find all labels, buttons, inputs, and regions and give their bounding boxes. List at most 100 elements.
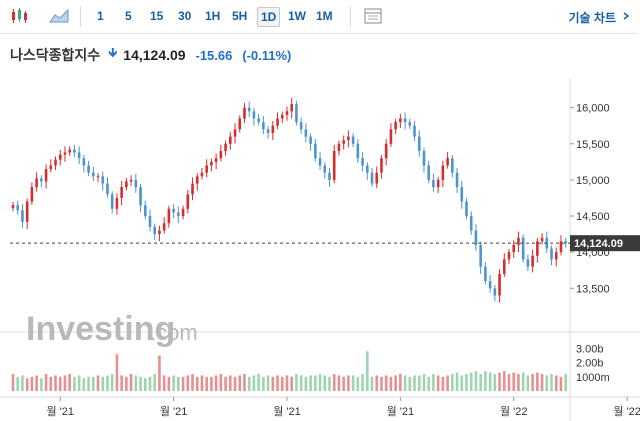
volume-bar [521, 372, 525, 391]
volume-bar [455, 372, 459, 391]
candle-body [347, 136, 350, 141]
volume-bar [323, 375, 327, 391]
volume-bar [158, 355, 161, 391]
volume-bar [422, 374, 426, 391]
candle-body [195, 176, 199, 184]
candle-body [550, 248, 553, 260]
period-5[interactable]: 5 [125, 9, 132, 23]
volume-bar [191, 374, 194, 391]
volume-bar [106, 375, 109, 391]
volume-bar [110, 374, 114, 391]
time-axis: 월 '21월 '21월 '21월 '21월 '22월 '221 [46, 397, 640, 418]
volume-bar [375, 375, 379, 391]
candle-body [82, 158, 86, 166]
candle-body [205, 165, 208, 173]
candle-body [92, 172, 95, 177]
candle-body [148, 216, 152, 227]
candle-body [25, 201, 29, 222]
candle-body [432, 179, 435, 188]
candle-body [35, 178, 38, 188]
period-5h[interactable]: 5H [232, 9, 248, 23]
volume-bar [214, 375, 218, 391]
candle-body [276, 118, 279, 126]
candle-body [536, 241, 539, 256]
candle-body [134, 179, 138, 188]
volume-bar [77, 375, 81, 391]
grid-lines [0, 78, 640, 421]
volume-bar [347, 375, 350, 391]
candle-body [214, 158, 218, 162]
candle-body [219, 151, 223, 159]
volume-bar [276, 375, 279, 391]
volume-bar [304, 376, 308, 391]
candle-body [30, 187, 34, 202]
volume-bar [266, 375, 270, 391]
price-change-percent: (-0.11%) [242, 47, 292, 63]
period-15[interactable]: 15 [150, 9, 164, 23]
candle-body [101, 176, 105, 184]
candle-body [493, 288, 497, 296]
volume-bar [479, 374, 482, 391]
volume-bar [441, 376, 445, 391]
volume-bar [507, 374, 511, 391]
area-chart-icon[interactable] [48, 6, 70, 26]
volume-bar [148, 376, 152, 391]
candle-body [507, 252, 511, 260]
candle-body [63, 152, 67, 155]
candle-body [167, 208, 171, 224]
candle-body [469, 216, 473, 231]
volume-bar [389, 376, 393, 391]
volume-bar [403, 375, 407, 391]
volume-bar [356, 376, 360, 391]
time-tick-label: 월 '21 [46, 405, 74, 418]
candle-body [54, 159, 57, 166]
candle-body [408, 122, 412, 126]
candle-body [172, 208, 175, 213]
candle-body [465, 201, 468, 217]
period-1h[interactable]: 1H [205, 9, 221, 23]
candle-body [356, 143, 360, 159]
candle-body [427, 165, 430, 180]
volume-bar [332, 374, 336, 391]
chevron-right-icon[interactable] [622, 12, 630, 20]
volume-bar [96, 375, 100, 391]
candle-body [479, 244, 482, 267]
volume-bar [167, 376, 171, 391]
volume-bar [16, 376, 20, 391]
volume-bar [554, 375, 558, 391]
candle-body [484, 266, 487, 282]
candle-body [252, 111, 256, 119]
candle-body [210, 161, 213, 166]
period-1d[interactable]: 1D [257, 7, 281, 27]
candle-body [21, 210, 24, 222]
volume-bar [432, 374, 435, 391]
volume-bar [413, 375, 416, 391]
period-1[interactable]: 1 [97, 9, 104, 23]
volume-bar [87, 376, 90, 391]
volume-bar [314, 375, 317, 391]
candle-body [399, 118, 402, 123]
candle-body [351, 136, 355, 144]
candle-body [380, 158, 383, 173]
period-1m[interactable]: 1M [316, 9, 333, 23]
period-30[interactable]: 30 [178, 9, 192, 23]
volume-bar [488, 372, 492, 391]
last-price-tag [570, 235, 640, 252]
panel-icon[interactable] [362, 6, 384, 26]
volume-bar [228, 375, 232, 391]
candle-body [40, 178, 43, 182]
period-1w[interactable]: 1W [288, 9, 306, 23]
candlestick-icon[interactable] [8, 6, 30, 26]
candle-body [488, 281, 492, 289]
candle-body [361, 158, 364, 166]
volume-bar [219, 374, 223, 391]
candle-body [158, 230, 161, 235]
candle-body [403, 118, 407, 123]
candle-body [498, 273, 501, 296]
candle-body [413, 125, 416, 137]
volume-tick-label: 2.00b [576, 358, 604, 370]
volume-bar [436, 375, 440, 391]
candle-body [554, 252, 558, 260]
tech-chart-button[interactable]: 기술 차트 [568, 11, 617, 25]
volume-bar [545, 375, 549, 391]
